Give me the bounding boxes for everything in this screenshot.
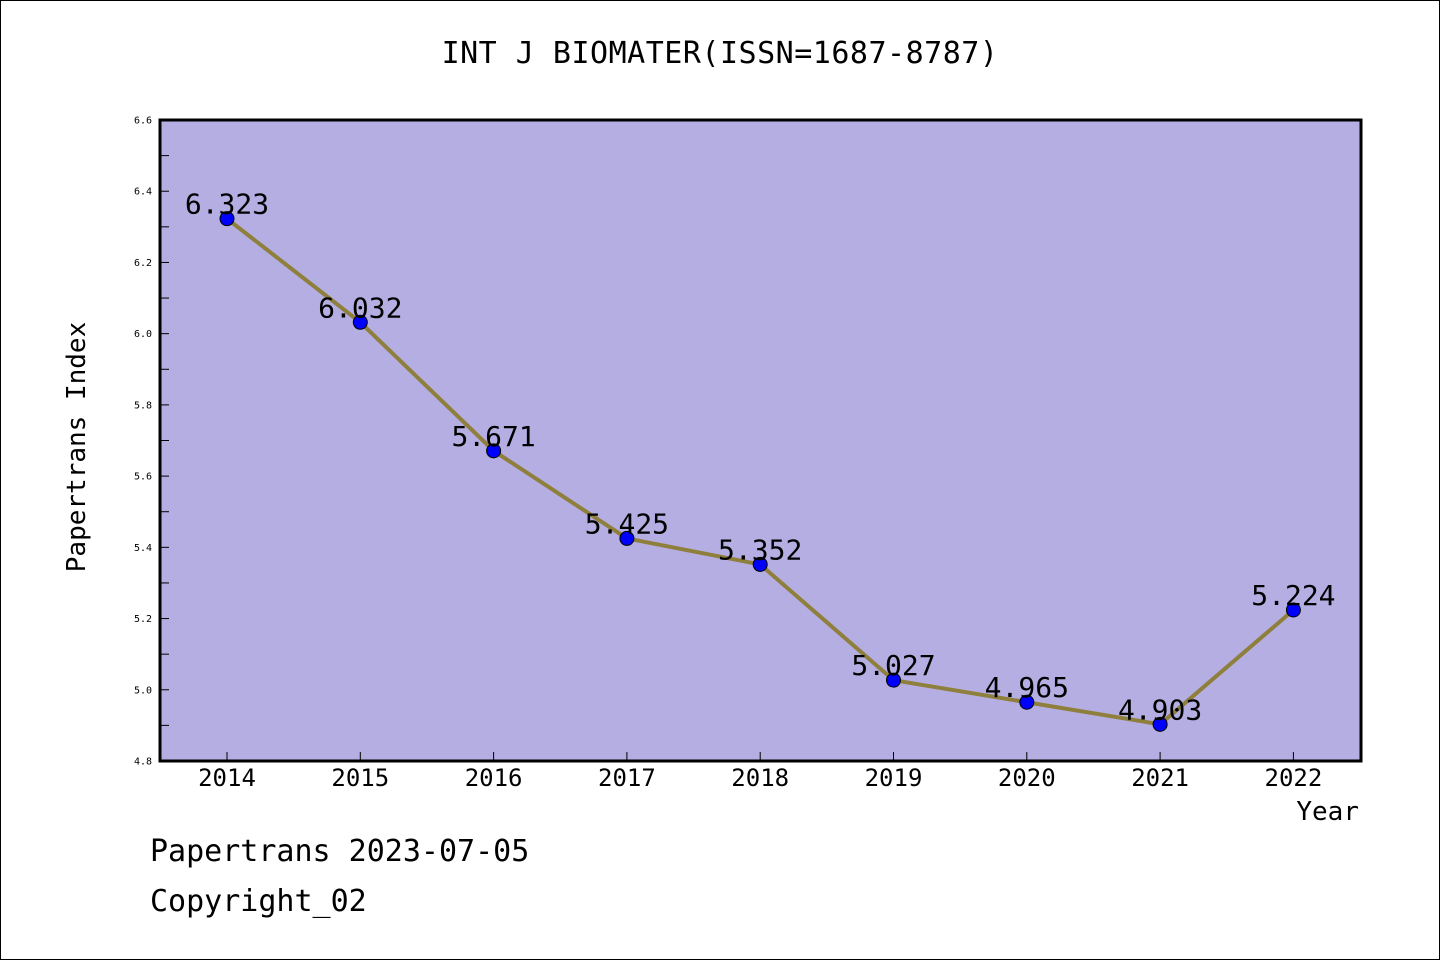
chart-title: INT J BIOMATER(ISSN=1687-8787) — [441, 36, 999, 71]
data-label: 4.903 — [1118, 693, 1202, 726]
x-tick-label: 2016 — [465, 764, 523, 792]
x-tick-label: 2022 — [1265, 764, 1323, 792]
x-tick-label: 2014 — [198, 764, 256, 792]
y-tick-label: 5.0 — [134, 685, 152, 696]
y-tick-label: 6.4 — [134, 187, 152, 198]
y-tick-label: 4.8 — [134, 757, 152, 768]
x-tick-label: 2019 — [865, 764, 923, 792]
data-point — [219, 211, 235, 227]
y-tick-label: 5.6 — [134, 472, 152, 483]
y-tick-label: 6.0 — [134, 329, 152, 340]
plot-layer: 4.8 5.0 5.2 5.4 5.6 5.8 6.0 6.2 6.4 6.6 2014 2015 20… — [62, 116, 1363, 827]
y-tick-label: 5.4 — [134, 543, 152, 554]
footer-copyright-text: Copyright_02 — [150, 884, 367, 919]
data-label: 4.965 — [985, 671, 1069, 704]
footer-date-text: Papertrans 2023-07-05 — [150, 834, 530, 869]
data-label: 6.032 — [318, 291, 402, 324]
data-point — [1285, 602, 1301, 618]
data-label: 5.352 — [718, 533, 802, 566]
x-tick-label: 2015 — [331, 764, 389, 792]
data-label: 5.671 — [451, 420, 535, 453]
data-label: 5.027 — [851, 649, 935, 682]
y-tick-label: 6.2 — [134, 258, 152, 269]
y-tick-label: 6.6 — [134, 116, 152, 127]
data-point — [1152, 716, 1168, 732]
y-axis-label: Papertrans Index — [62, 322, 92, 572]
x-tick-label: 2018 — [731, 764, 789, 792]
plot-area — [160, 120, 1361, 761]
data-label: 5.425 — [585, 507, 669, 540]
y-tick-label: 5.2 — [134, 614, 152, 625]
data-point — [1019, 694, 1035, 710]
data-point — [352, 314, 368, 330]
data-label: 5.224 — [1251, 579, 1335, 612]
data-point — [752, 556, 768, 572]
plot-border — [158, 118, 1363, 763]
data-point — [886, 672, 901, 688]
y-tick-label: 5.8 — [134, 400, 152, 411]
x-tick-label: 2020 — [998, 764, 1056, 792]
data-label: 6.323 — [185, 188, 269, 221]
x-tick-label: 2021 — [1131, 764, 1189, 792]
x-axis-label: Year — [1296, 797, 1359, 827]
data-point — [619, 530, 635, 546]
data-point — [486, 443, 502, 459]
x-tick-label: 2017 — [598, 764, 656, 792]
